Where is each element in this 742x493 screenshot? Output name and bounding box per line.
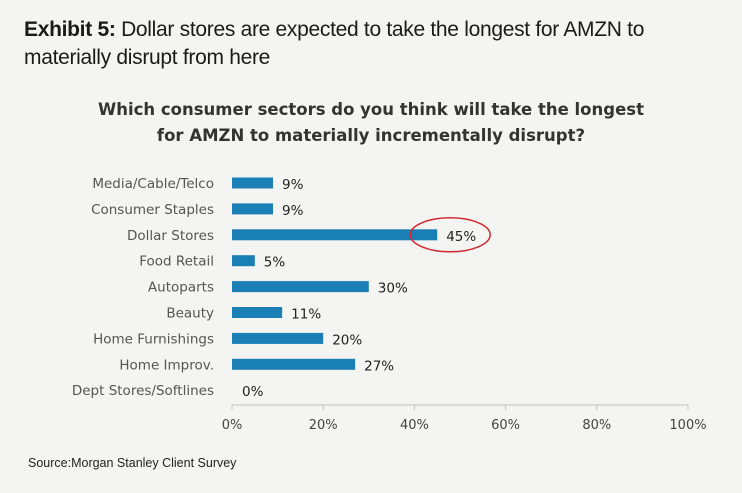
highlight-ellipse <box>409 217 491 253</box>
bar <box>232 332 324 344</box>
x-tick-label: 100% <box>669 418 706 433</box>
category-label: Media/Cable/Telco <box>92 176 214 192</box>
data-label: 27% <box>364 358 394 374</box>
data-label: 20% <box>332 332 362 348</box>
chart-title: Which consumer sectors do you think will… <box>0 97 742 149</box>
bar <box>232 307 283 318</box>
exhibit-heading: Exhibit 5: Dollar stores are expected to… <box>24 16 724 72</box>
chart-title-line-1: Which consumer sectors do you think will… <box>98 100 644 119</box>
bar <box>232 203 274 215</box>
category-label: Home Furnishings <box>93 331 214 347</box>
bar <box>232 229 438 241</box>
source-note: Source:Morgan Stanley Client Survey <box>28 456 237 470</box>
data-label: 9% <box>282 203 304 219</box>
category-label: Food Retail <box>139 254 214 270</box>
data-label: 0% <box>242 384 264 400</box>
data-label: 30% <box>378 281 408 297</box>
exhibit-label: Exhibit 5: <box>24 18 116 41</box>
bar <box>232 358 356 370</box>
bar <box>232 255 255 267</box>
category-label: Home Improv. <box>119 357 214 373</box>
chart-title-line-2: for AMZN to materially incrementally dis… <box>156 126 586 145</box>
data-label: 45% <box>446 229 476 245</box>
x-tick-label: 40% <box>400 418 429 433</box>
category-label: Consumer Staples <box>91 202 214 218</box>
x-tick-label: 20% <box>309 418 338 433</box>
data-label: 5% <box>264 255 286 271</box>
x-tick-label: 80% <box>582 418 611 433</box>
category-label: Dept Stores/Softlines <box>72 383 214 399</box>
bar <box>232 281 369 293</box>
bar <box>232 177 274 189</box>
category-label: Autoparts <box>148 280 214 296</box>
x-tick-label: 60% <box>491 418 520 433</box>
exhibit-title: Dollar stores are expected to take the l… <box>24 18 645 69</box>
category-label: Dollar Stores <box>127 228 214 244</box>
data-label: 9% <box>282 177 304 193</box>
data-label: 11% <box>291 307 321 323</box>
x-tick-label: 0% <box>222 418 243 433</box>
category-label: Beauty <box>166 306 214 322</box>
